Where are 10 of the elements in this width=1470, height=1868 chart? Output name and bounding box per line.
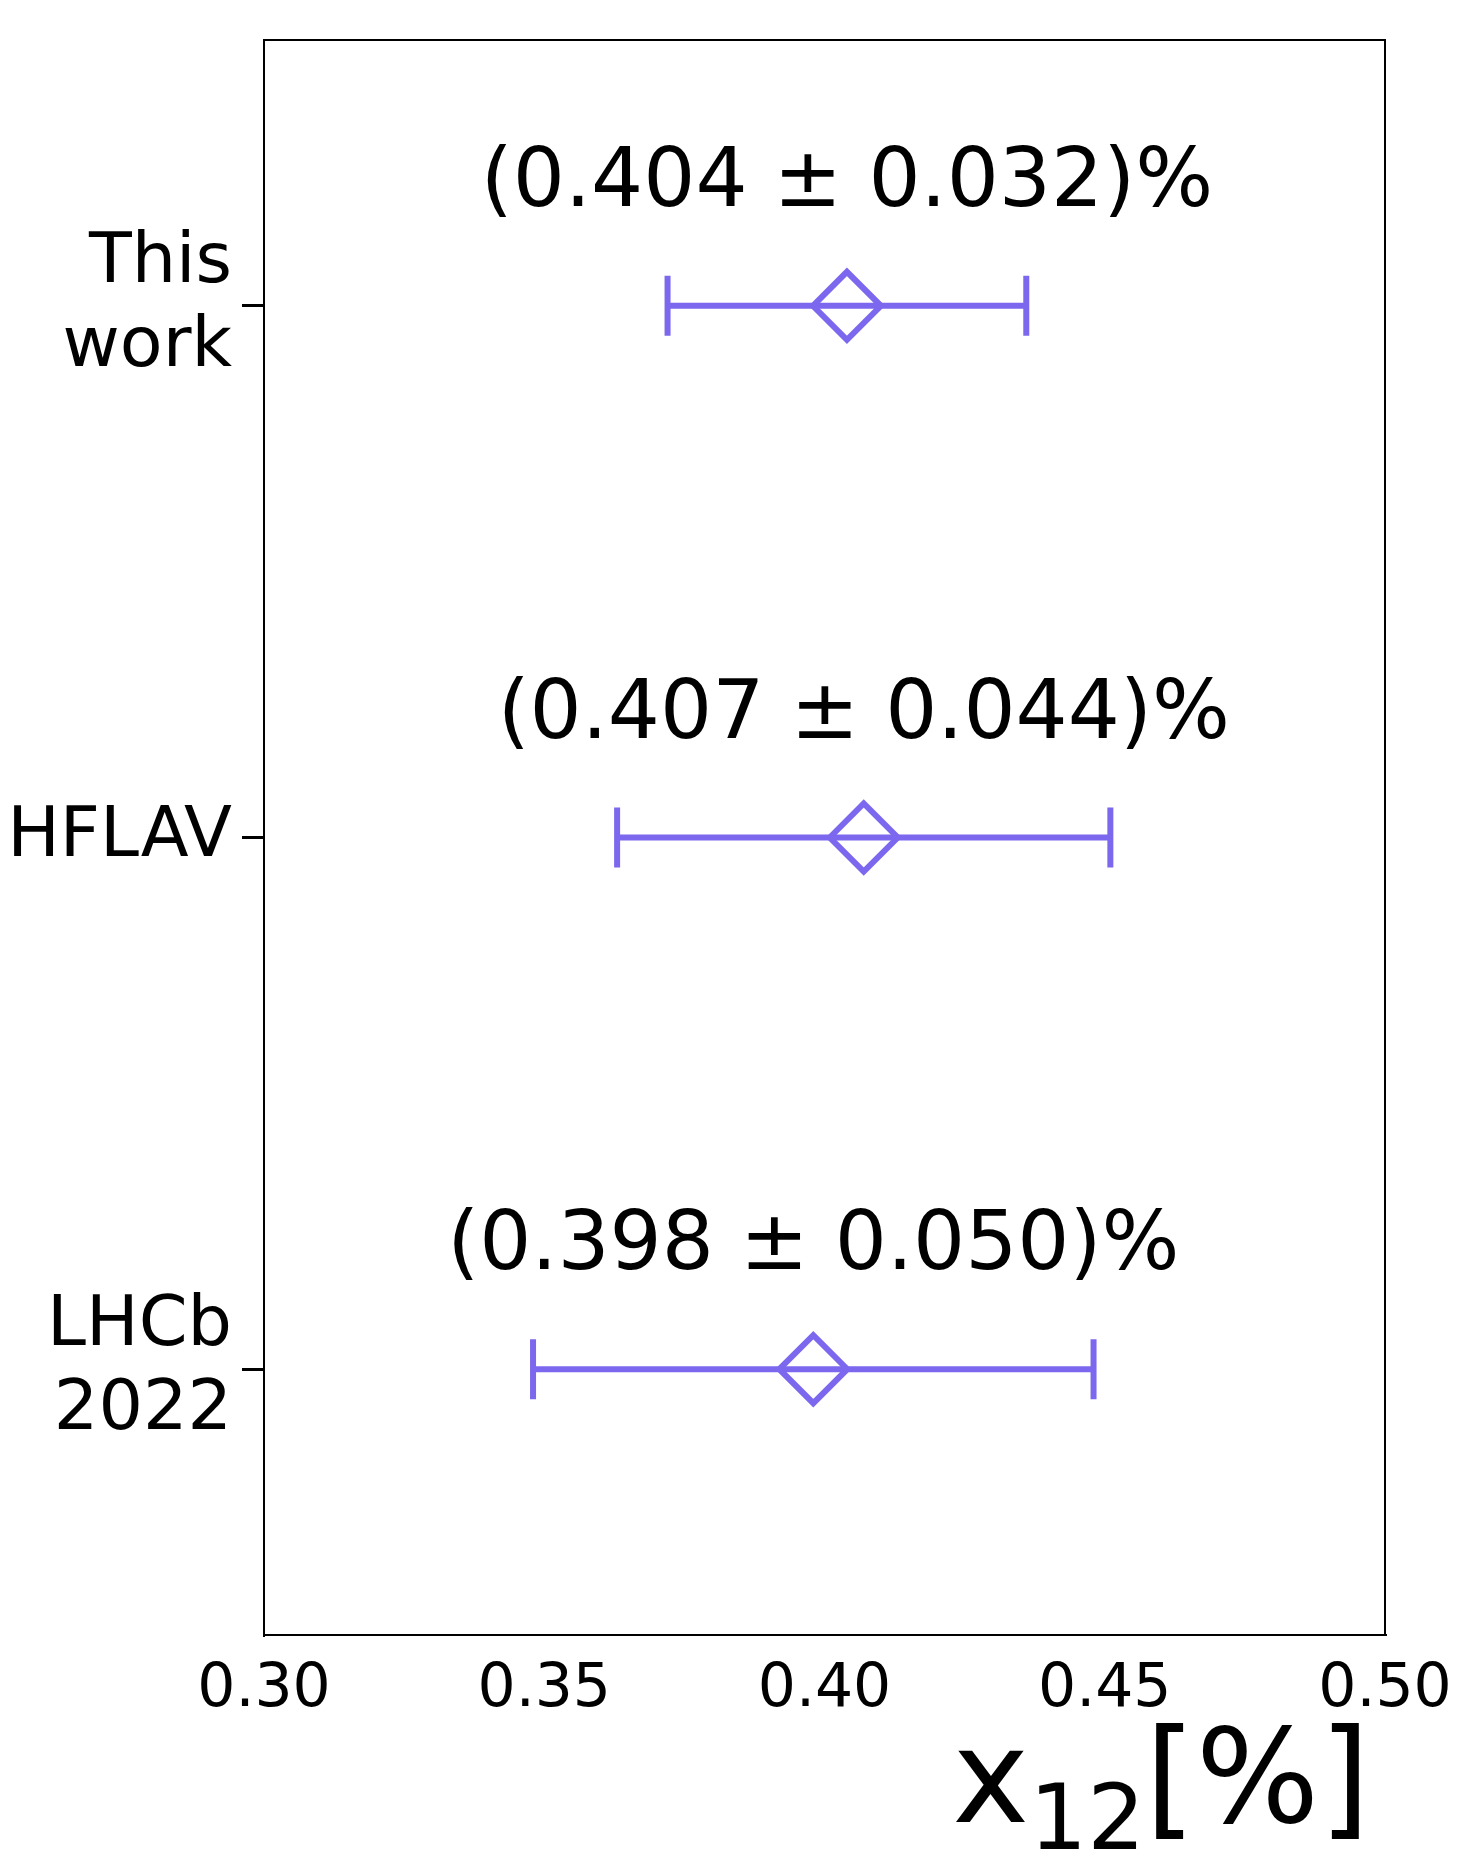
data-label: (0.404 ± 0.032)% [480, 129, 1214, 225]
x-tick-label: 0.35 [477, 1649, 612, 1720]
data-label: (0.398 ± 0.050)% [447, 1193, 1180, 1289]
x-tick-label: 0.30 [197, 1649, 331, 1720]
x-tick-label: 0.50 [1318, 1649, 1452, 1720]
x-tick-label: 0.40 [757, 1649, 892, 1720]
data-label: (0.407 ± 0.044)% [497, 661, 1230, 757]
y-tick-label: This work [62, 217, 233, 384]
y-tick-label: LHCb 2022 [47, 1280, 232, 1447]
y-tick-label: HFLAV [7, 790, 233, 873]
